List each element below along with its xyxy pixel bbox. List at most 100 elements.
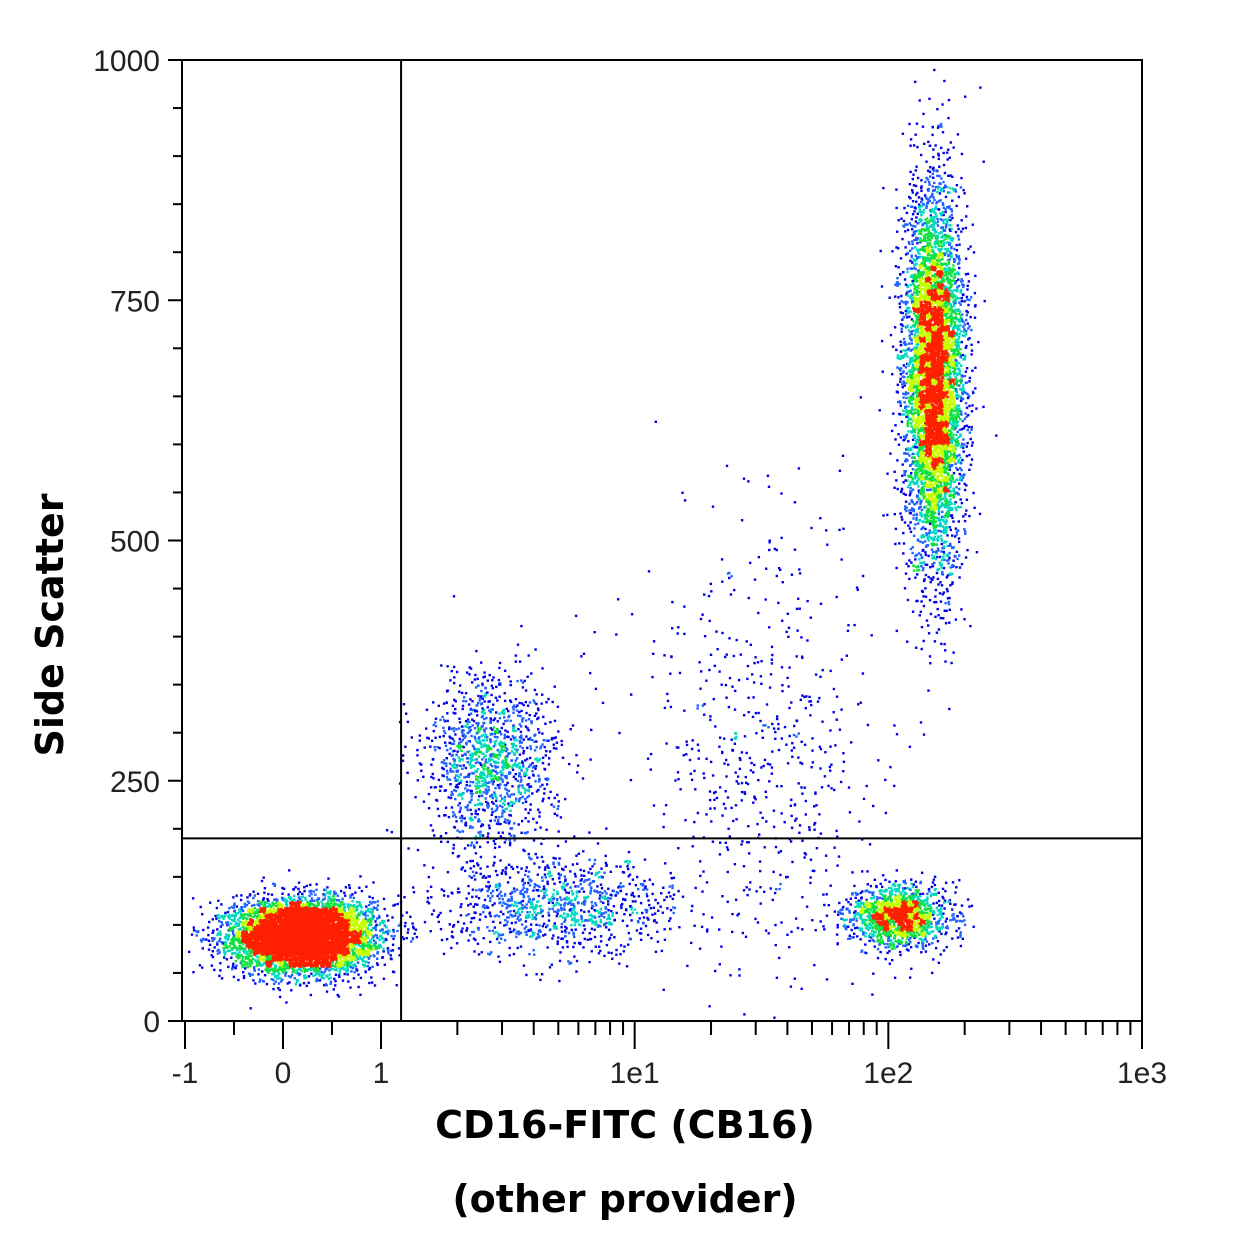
data-point bbox=[386, 915, 388, 917]
data-point bbox=[323, 977, 325, 979]
data-point bbox=[240, 894, 242, 896]
data-point bbox=[362, 948, 364, 950]
data-point bbox=[310, 994, 312, 996]
data-point bbox=[218, 917, 220, 919]
data-point bbox=[406, 937, 408, 939]
data-point bbox=[245, 920, 247, 922]
data-point bbox=[342, 979, 344, 981]
data-point bbox=[271, 894, 273, 896]
data-point bbox=[407, 931, 409, 933]
data-point bbox=[248, 955, 250, 957]
data-point bbox=[373, 906, 375, 908]
data-point bbox=[242, 943, 244, 945]
data-point bbox=[347, 966, 349, 968]
data-point bbox=[314, 894, 316, 896]
data-point bbox=[193, 929, 195, 931]
data-point bbox=[373, 940, 375, 942]
data-point bbox=[341, 898, 343, 900]
data-point bbox=[390, 950, 392, 952]
data-point bbox=[211, 937, 213, 939]
data-point bbox=[221, 977, 223, 979]
data-point bbox=[219, 930, 221, 932]
data-point bbox=[264, 974, 266, 976]
data-point bbox=[232, 941, 234, 943]
data-point bbox=[364, 914, 366, 916]
data-point bbox=[312, 975, 314, 977]
data-point bbox=[306, 885, 308, 887]
data-point bbox=[285, 1001, 287, 1003]
data-point bbox=[308, 895, 310, 897]
data-point bbox=[248, 973, 250, 975]
data-point bbox=[297, 972, 299, 974]
data-point bbox=[376, 934, 378, 936]
data-point bbox=[212, 956, 214, 958]
data-point bbox=[209, 944, 211, 946]
data-point bbox=[374, 984, 376, 986]
data-point bbox=[219, 969, 221, 971]
data-point bbox=[306, 901, 308, 903]
data-point bbox=[368, 896, 370, 898]
data-point bbox=[238, 951, 240, 953]
data-point bbox=[367, 915, 369, 917]
data-point bbox=[372, 954, 374, 956]
data-point bbox=[284, 974, 286, 976]
data-point bbox=[333, 988, 335, 990]
data-point bbox=[387, 947, 389, 949]
data-point bbox=[377, 900, 379, 902]
data-point bbox=[289, 902, 291, 904]
data-point bbox=[240, 899, 242, 901]
data-point bbox=[216, 943, 218, 945]
data-point bbox=[370, 924, 372, 926]
data-point bbox=[327, 891, 329, 893]
data-point bbox=[333, 978, 335, 980]
data-point bbox=[326, 974, 328, 976]
data-point bbox=[392, 949, 394, 951]
data-point bbox=[308, 982, 310, 984]
data-point bbox=[406, 911, 408, 913]
data-point bbox=[335, 974, 337, 976]
data-point bbox=[266, 898, 268, 900]
data-point bbox=[390, 958, 392, 960]
data-point bbox=[304, 897, 306, 899]
data-point bbox=[221, 916, 223, 918]
data-point bbox=[303, 982, 305, 984]
data-point bbox=[375, 924, 377, 926]
data-point bbox=[284, 900, 286, 902]
data-point bbox=[379, 922, 381, 924]
data-point bbox=[359, 875, 361, 877]
data-point bbox=[320, 901, 322, 903]
data-point bbox=[197, 930, 199, 932]
data-point bbox=[193, 926, 195, 928]
data-point bbox=[212, 930, 214, 932]
data-point bbox=[357, 958, 359, 960]
data-point bbox=[376, 909, 378, 911]
data-point bbox=[196, 934, 198, 936]
data-point bbox=[322, 905, 324, 907]
data-point bbox=[233, 904, 235, 906]
data-point bbox=[244, 967, 246, 969]
data-point bbox=[231, 947, 233, 949]
data-point bbox=[361, 911, 363, 913]
data-point bbox=[360, 938, 362, 940]
data-point bbox=[201, 966, 203, 968]
data-point bbox=[334, 980, 336, 982]
data-point bbox=[250, 1007, 252, 1009]
data-point bbox=[251, 973, 253, 975]
data-point bbox=[337, 895, 339, 897]
data-point bbox=[315, 883, 317, 885]
data-point bbox=[329, 890, 331, 892]
data-point bbox=[381, 928, 383, 930]
data-point bbox=[334, 984, 336, 986]
data-point bbox=[368, 924, 370, 926]
data-point bbox=[356, 905, 358, 907]
data-point bbox=[281, 897, 283, 899]
data-point bbox=[407, 928, 409, 930]
data-points-layer bbox=[188, 69, 998, 1019]
data-point bbox=[256, 964, 258, 966]
data-point bbox=[199, 964, 201, 966]
data-point bbox=[243, 975, 245, 977]
data-point bbox=[236, 895, 238, 897]
data-point bbox=[333, 895, 335, 897]
data-point bbox=[256, 909, 258, 911]
